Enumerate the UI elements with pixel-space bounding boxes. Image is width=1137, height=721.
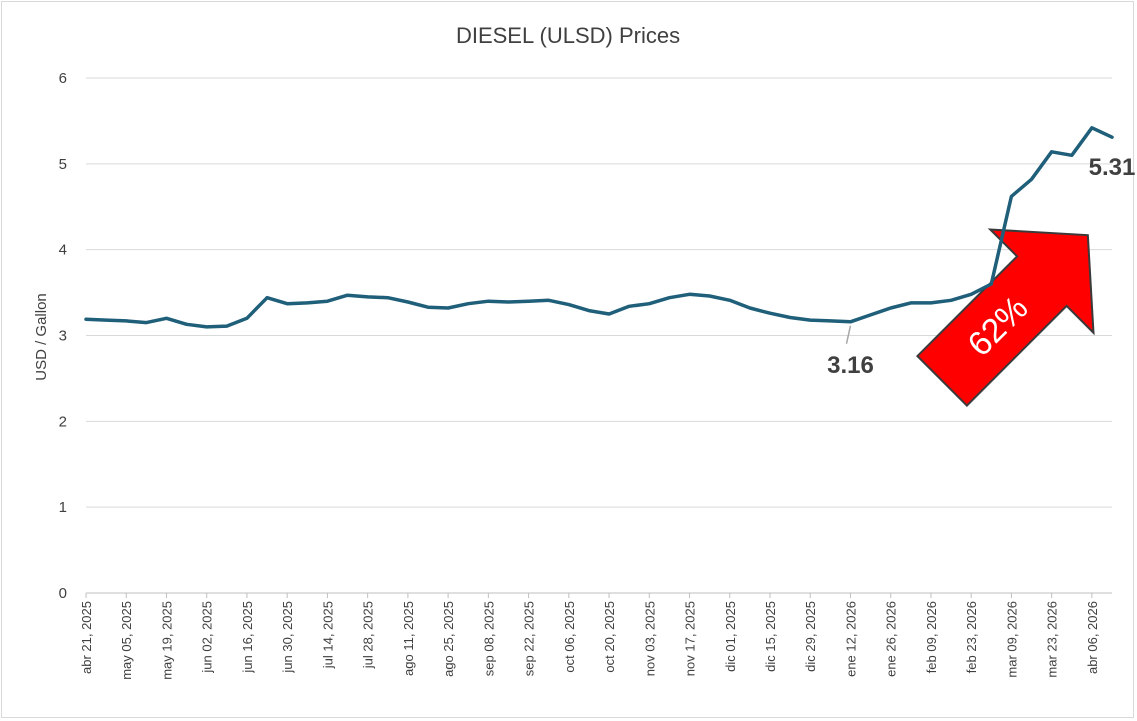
x-tick-label: abr 21, 2025: [79, 601, 94, 674]
x-tick-label: jul 28, 2025: [361, 601, 376, 669]
x-tick-label: may 05, 2025: [119, 601, 134, 680]
x-tick-label: jul 14, 2025: [320, 601, 335, 669]
y-tick-label: 2: [59, 413, 67, 430]
x-tick-label: sep 22, 2025: [522, 601, 537, 676]
series-group: [84, 126, 1114, 329]
x-tick-label: nov 03, 2025: [642, 601, 657, 676]
y-tick-label: 3: [59, 328, 67, 345]
x-tick-label: oct 20, 2025: [602, 601, 617, 673]
x-tick-label: sep 08, 2025: [481, 601, 496, 676]
x-tick-label: ago 25, 2025: [441, 601, 456, 677]
x-tick-label: oct 06, 2025: [562, 601, 577, 673]
y-tick-label: 4: [59, 242, 67, 259]
x-tick-label: jun 30, 2025: [280, 601, 295, 674]
x-tick-label: may 19, 2025: [159, 601, 174, 680]
x-tick-label: mar 23, 2026: [1045, 601, 1060, 678]
arrow-body: [916, 228, 1095, 407]
y-tick-label: 1: [59, 499, 67, 516]
x-tick-label: abr 06, 2026: [1085, 601, 1100, 674]
data-label-start: 3.16: [827, 352, 874, 379]
series-line: [84, 126, 1114, 329]
x-tick-label: ene 12, 2026: [843, 601, 858, 677]
x-tick-label: dic 01, 2025: [723, 601, 738, 672]
y-tick-label: 5: [59, 156, 67, 173]
x-tick-label: mar 09, 2026: [1004, 601, 1019, 678]
y-tick-labels: 0 1 2 3 4 5 6: [59, 70, 67, 602]
x-tick-label: dic 29, 2025: [803, 601, 818, 672]
x-tick-labels: abr 21, 2025 may 05, 2025 may 19, 2025 jun …: [79, 593, 1100, 680]
x-tick-label: feb 09, 2026: [924, 601, 939, 673]
x-tick-label: jun 16, 2025: [240, 601, 255, 674]
x-tick-label: jun 02, 2025: [200, 601, 215, 674]
x-tick-label: ago 11, 2025: [401, 601, 416, 676]
y-tick-label: 6: [59, 70, 67, 87]
increase-arrow: 62%: [916, 228, 1095, 407]
x-tick-label: ene 26, 2026: [884, 601, 899, 677]
x-tick-label: dic 15, 2025: [763, 601, 778, 672]
y-tick-label: 0: [59, 585, 67, 602]
x-tick-label: feb 23, 2026: [964, 601, 979, 673]
arrow-shape: 62%: [916, 228, 1095, 407]
label-leader-line: [845, 325, 852, 344]
chart-title: DIESEL (ULSD) Prices: [456, 23, 680, 48]
data-label-end: 5.31: [1089, 154, 1136, 181]
y-axis-label: USD / Gallon: [33, 293, 50, 381]
x-tick-label: nov 17, 2025: [683, 601, 698, 676]
data-labels: 3.16 5.31: [827, 154, 1135, 379]
